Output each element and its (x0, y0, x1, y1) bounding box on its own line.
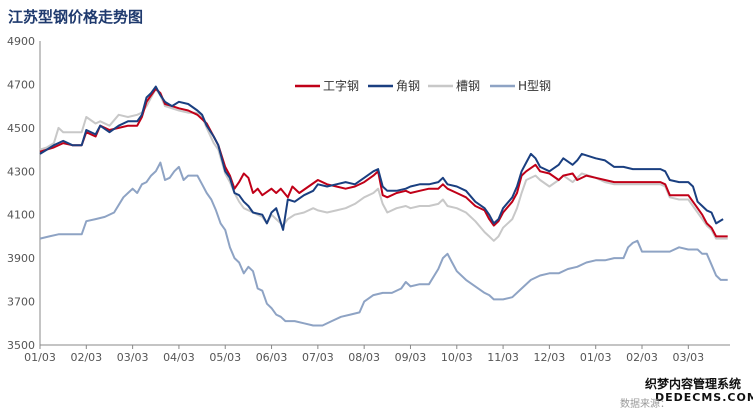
series-line-角钢 (39, 85, 724, 231)
x-tick-label: 02/03 (70, 351, 102, 364)
chart-series-layer (39, 85, 728, 327)
watermark-logo: 织梦内容管理系统 DEDECMS.COM (641, 375, 753, 407)
series-line-H型钢 (39, 161, 728, 327)
x-tick-label: 08/03 (348, 351, 380, 364)
watermark-text-cn: 织梦内容管理系统 (645, 377, 742, 391)
x-tick-label: 09/03 (395, 351, 427, 364)
y-tick-label: 3500 (7, 339, 35, 352)
x-tick-label: 10/03 (441, 351, 473, 364)
legend-label: H型钢 (518, 79, 551, 93)
y-tick-label: 4300 (7, 165, 35, 178)
x-tick-label: 07/03 (302, 351, 334, 364)
x-tick-label: 06/03 (256, 351, 288, 364)
y-tick-label: 4900 (7, 35, 35, 48)
x-tick-label: 03/03 (672, 351, 704, 364)
legend-label: 槽钢 (456, 79, 480, 93)
x-tick-label: 04/03 (163, 351, 195, 364)
y-tick-label: 3900 (7, 252, 35, 265)
chart-title: 江苏型钢价格走势图 (8, 8, 144, 26)
x-tick-label: 02/03 (626, 351, 658, 364)
source-note: 数据来源： (620, 399, 670, 410)
chart-legend: 工字钢 角钢 槽钢 H型钢 (295, 78, 551, 93)
y-tick-label: 4700 (7, 78, 35, 91)
x-tick-label: 12/03 (534, 351, 566, 364)
watermark-text-en: DEDECMS.COM (655, 391, 753, 404)
chart-axes: 3500 3700 3900 4100 4300 4500 4700 4900 01/03 02/… (7, 35, 730, 364)
x-tick-label: 01/03 (580, 351, 612, 364)
x-tick-label: 11/03 (487, 351, 519, 364)
legend-label: 角钢 (396, 79, 420, 93)
y-tick-label: 4500 (7, 122, 35, 135)
x-tick-label: 01/03 (24, 351, 56, 364)
x-tick-label: 05/03 (209, 351, 241, 364)
x-tick-label: 03/03 (117, 351, 149, 364)
y-tick-label: 4100 (7, 209, 35, 222)
y-tick-label: 3700 (7, 296, 35, 309)
legend-label: 工字钢 (323, 78, 359, 93)
